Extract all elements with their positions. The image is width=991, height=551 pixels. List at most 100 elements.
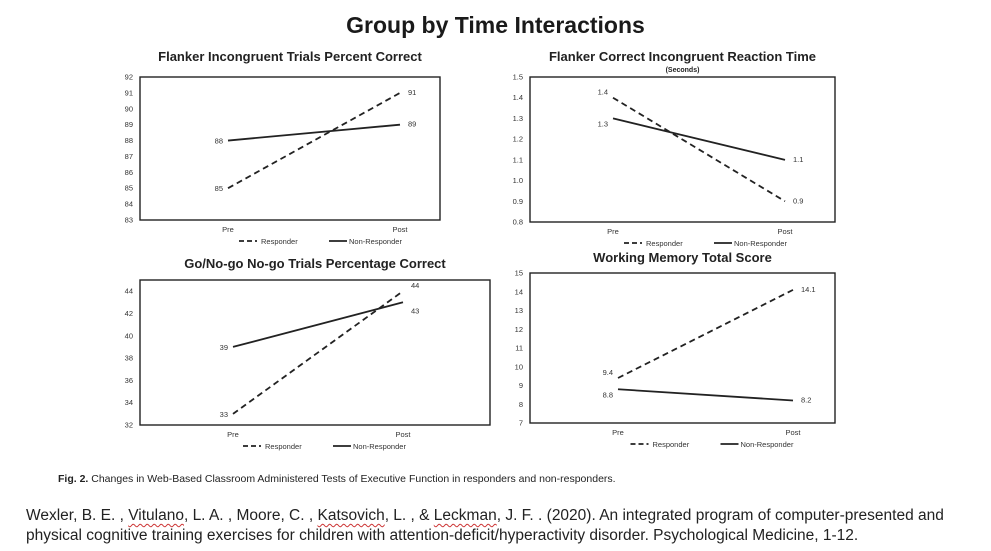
citation-part-3: , L. , &: [384, 507, 434, 524]
y-tick-label: 8: [519, 400, 523, 409]
y-tick-label: 85: [125, 184, 133, 193]
legend-non-responder-label: Non-Responder: [349, 237, 402, 246]
non-responder-line: [227, 123, 401, 142]
plot-frame: [529, 272, 836, 424]
y-tick-label: 88: [125, 136, 133, 145]
figure-caption-text: Changes in Web-Based Classroom Administe…: [88, 473, 616, 485]
y-tick-label: 1.2: [513, 135, 523, 144]
main-title: Group by Time Interactions: [346, 12, 645, 38]
plot-frame: [139, 76, 441, 221]
chart-title: Flanker Correct Incongruent Reaction Tim…: [549, 49, 816, 64]
data-label: 33: [220, 410, 228, 419]
legend-responder-label: Responder: [265, 442, 302, 451]
data-label: 91: [408, 88, 416, 97]
data-label: 43: [411, 306, 419, 315]
y-tick-label: 40: [125, 331, 133, 340]
data-label: 44: [411, 281, 419, 290]
chart-svg: Go/No-go No-go Trials Percentage Correct…: [125, 256, 491, 451]
y-tick-label: 44: [125, 287, 133, 296]
x-tick-label: Pre: [607, 227, 619, 236]
citation-author-leckman: Leckman: [433, 507, 497, 524]
y-tick-label: 12: [515, 325, 523, 334]
y-tick-label: 15: [515, 269, 523, 278]
chart-gonogo-percent-correct: Go/No-go No-go Trials Percentage Correct…: [120, 255, 500, 460]
chart-title: Working Memory Total Score: [593, 250, 772, 265]
legend-non-responder-label: Non-Responder: [741, 440, 794, 449]
data-label: 9.4: [603, 368, 613, 377]
chart-title: Flanker Incongruent Trials Percent Corre…: [158, 49, 422, 64]
citation-part-4: , J. F. . (2020). An integrated program …: [26, 507, 944, 544]
y-tick-label: 86: [125, 168, 133, 177]
x-tick-label: Pre: [227, 430, 239, 439]
data-label: 1.1: [793, 155, 803, 164]
data-label: 0.9: [793, 196, 803, 205]
data-label: 88: [215, 137, 223, 146]
chart-title: Go/No-go No-go Trials Percentage Correct: [184, 256, 446, 271]
y-tick-label: 1.5: [513, 73, 523, 82]
citation-part-1: Wexler, B. E. ,: [26, 507, 129, 524]
responder-line: [612, 96, 786, 203]
x-tick-label: Post: [392, 225, 408, 234]
legend-non-responder-label: Non-Responder: [353, 442, 406, 451]
y-tick-label: 32: [125, 421, 133, 430]
y-tick-label: 90: [125, 104, 133, 113]
legend-responder-label: Responder: [261, 237, 298, 246]
legend-responder-label: Responder: [646, 239, 683, 248]
y-tick-label: 83: [125, 216, 133, 225]
x-tick-label: Post: [785, 428, 801, 437]
legend-responder-label: Responder: [653, 440, 690, 449]
y-tick-label: 84: [125, 200, 133, 209]
y-tick-label: 11: [515, 344, 523, 353]
chart-subtitle: (Seconds): [666, 67, 700, 74]
chart-flanker-percent-correct: Flanker Incongruent Trials Percent Corre…: [120, 45, 460, 255]
y-tick-label: 1.4: [513, 93, 523, 102]
y-tick-label: 1.3: [513, 114, 523, 123]
data-label: 85: [215, 184, 223, 193]
chart-flanker-reaction-time: Flanker Correct Incongruent Reaction Tim…: [505, 45, 845, 255]
y-tick-label: 38: [125, 354, 133, 363]
citation-author-vitulano: Vitulano: [128, 507, 184, 524]
citation-author-katsovich: Katsovich: [317, 507, 385, 524]
y-tick-label: 7: [519, 419, 523, 428]
x-tick-label: Pre: [612, 428, 624, 437]
plot-frame: [139, 279, 491, 426]
y-tick-label: 1.1: [513, 155, 523, 164]
responder-line: [617, 289, 794, 379]
data-label: 8.8: [603, 390, 613, 399]
data-label: 14.1: [801, 285, 816, 294]
citation-part-2: , L. A. , Moore, C. ,: [183, 507, 318, 524]
non-responder-line: [232, 301, 404, 348]
y-tick-label: 10: [515, 362, 523, 371]
chart-svg: Flanker Correct Incongruent Reaction Tim…: [513, 49, 836, 248]
figure-caption-label: Fig. 2.: [58, 473, 89, 485]
figure-caption: Fig. 2. Changes in Web-Based Classroom A…: [58, 473, 616, 485]
y-tick-label: 91: [125, 88, 133, 97]
y-tick-label: 1.0: [513, 176, 523, 185]
chart-svg: Flanker Incongruent Trials Percent Corre…: [125, 49, 441, 246]
data-label: 1.4: [598, 88, 608, 97]
y-tick-label: 14: [515, 287, 523, 296]
data-label: 1.3: [598, 119, 608, 128]
y-tick-label: 0.8: [513, 218, 523, 227]
y-tick-label: 13: [515, 306, 523, 315]
y-tick-label: 34: [125, 398, 133, 407]
x-tick-label: Post: [777, 227, 793, 236]
y-tick-label: 92: [125, 73, 133, 82]
x-tick-label: Pre: [222, 225, 234, 234]
data-label: 8.2: [801, 396, 811, 405]
y-tick-label: 9: [519, 381, 523, 390]
y-tick-label: 36: [125, 376, 133, 385]
y-tick-label: 87: [125, 152, 133, 161]
responder-line: [232, 290, 404, 415]
y-tick-label: 89: [125, 120, 133, 129]
chart-svg: Working Memory Total Score 15 14 13 12 11 10 9 8…: [515, 250, 836, 449]
data-label: 89: [408, 120, 416, 129]
data-label: 39: [220, 343, 228, 352]
x-tick-label: Post: [395, 430, 411, 439]
non-responder-line: [617, 388, 794, 402]
responder-line: [227, 92, 401, 190]
legend-non-responder-label: Non-Responder: [734, 239, 787, 248]
plot-frame: [529, 76, 836, 223]
y-tick-label: 0.9: [513, 197, 523, 206]
non-responder-line: [612, 117, 786, 161]
